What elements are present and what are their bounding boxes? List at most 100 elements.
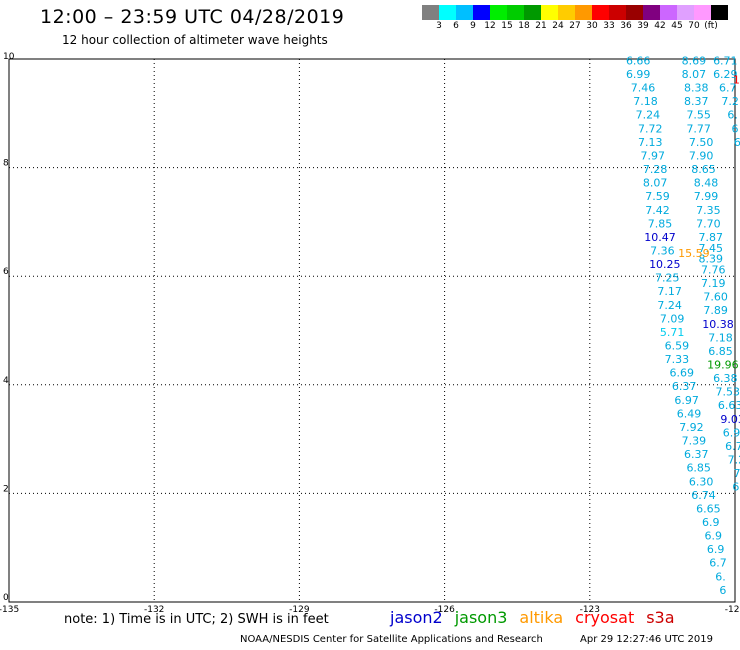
wave-height-label: 7.70 — [696, 217, 721, 230]
color-scale-label: 12 — [484, 21, 496, 31]
wave-height-label: 7.50 — [689, 136, 714, 149]
color-swatch — [609, 5, 626, 20]
wave-height-label: 10.47 — [644, 231, 676, 244]
wave-height-label: 7.85 — [648, 217, 673, 230]
color-scale-label: (ft) — [704, 21, 718, 31]
wave-height-label: 6.85 — [708, 345, 733, 358]
wave-height-label: 6.94 — [723, 426, 740, 439]
wave-height-label: 7.24 — [657, 299, 682, 312]
wave-height-label: 6.66 — [626, 54, 651, 67]
satellite-legend-item: jason2 — [390, 608, 443, 627]
wave-height-label: 7.19 — [701, 277, 726, 290]
wave-height-label: 15.59 — [678, 247, 710, 260]
color-swatch — [456, 5, 473, 20]
credit-line: NOAA/NESDIS Center for Satellite Applica… — [240, 634, 543, 645]
wave-height-label: 7.60 — [703, 291, 728, 304]
wave-height-label: 7.90 — [689, 149, 714, 162]
wave-height-label: 7.35 — [696, 204, 721, 217]
wave-height-label: 6.49 — [677, 407, 702, 420]
wave-height-label: 7.33 — [665, 353, 690, 366]
color-swatch — [694, 5, 711, 20]
color-scale-label: 30 — [586, 21, 598, 31]
map-title: 12:00 – 23:59 UTC 04/28/2019 — [40, 6, 345, 28]
wave-height-label: 6.54 — [732, 481, 740, 494]
satellite-legend: jason2 jason3 altika cryosat s3a — [390, 608, 687, 627]
wave-height-label: 7.09 — [660, 312, 685, 325]
color-swatch — [507, 5, 524, 20]
color-scale-label: 70 — [688, 21, 700, 31]
wave-height-label: 6.30 — [689, 475, 714, 488]
color-scale-label: 3 — [436, 21, 442, 31]
color-scale-label: 33 — [603, 21, 615, 31]
color-swatch — [626, 5, 643, 20]
wave-height-label: 7.97 — [640, 149, 665, 162]
wave-height-label: 6.59 — [665, 340, 690, 353]
satellite-legend-item: jason3 — [454, 608, 508, 627]
wave-height-label: 8.39 — [699, 253, 724, 266]
wave-height-label: 8.65 — [691, 163, 716, 176]
map-frame — [8, 58, 736, 603]
wave-height-label: 19.96 — [707, 359, 739, 372]
lat-tick-label: 6 — [3, 267, 9, 277]
wave-height-label: 7.87 — [699, 231, 724, 244]
lon-tick-label: -123 — [580, 605, 600, 615]
wave-height-label: 6. — [715, 570, 726, 583]
wave-height-label: 6.37 — [672, 380, 697, 393]
wave-height-label: 7.99 — [694, 190, 719, 203]
wave-height-label: 7.7 — [734, 467, 740, 480]
wave-height-label: 7.72 — [638, 122, 663, 135]
wave-height-label: 7.92 — [679, 421, 704, 434]
color-swatch — [473, 5, 490, 20]
wave-height-label: 8.38 — [684, 82, 709, 95]
color-swatch — [677, 5, 694, 20]
wave-height-label: 10.38 — [702, 318, 734, 331]
color-scale-label: 36 — [620, 21, 632, 31]
wave-height-label: 7.17 — [657, 285, 682, 298]
wave-height-label: 7.59 — [645, 190, 670, 203]
lon-tick-label: -120 — [725, 605, 740, 615]
color-scale-label: 24 — [552, 21, 564, 31]
wave-height-label: 7.39 — [682, 435, 707, 448]
wave-height-label: 6.7 — [719, 82, 737, 95]
lat-tick-label: 8 — [3, 159, 9, 169]
color-swatch — [711, 5, 728, 20]
wave-height-label: 7.76 — [701, 263, 726, 276]
wave-height-label: 6.99 — [626, 68, 651, 81]
wave-height-label: 8.69 — [682, 54, 707, 67]
wave-height-label: 6 — [719, 584, 726, 597]
color-scale-label: 45 — [671, 21, 683, 31]
color-scale-label: 27 — [569, 21, 581, 31]
generated-timestamp: Apr 29 12:27:46 UTC 2019 — [580, 634, 713, 645]
wave-height-label: 7.18 — [633, 95, 658, 108]
wave-height-label: 6.85 — [686, 462, 711, 475]
color-scale-label: 42 — [654, 21, 666, 31]
wave-height-label: 7.42 — [645, 204, 670, 217]
wave-height-label: 6.65 — [696, 502, 721, 515]
wave-height-label: 6.29 — [713, 68, 738, 81]
wave-height-label: 7.24 — [636, 109, 661, 122]
wave-height-label: 6.78 — [725, 440, 740, 453]
wave-height-label: 6.9 — [704, 530, 722, 543]
lat-tick-label: 10 — [3, 52, 15, 62]
color-swatch — [592, 5, 609, 20]
color-swatch — [439, 5, 456, 20]
satellite-legend-item: cryosat — [575, 608, 635, 627]
lon-tick-label: -135 — [0, 605, 19, 615]
observation-layer: 6.666.997.467.187.247.727.137.977.288.07… — [626, 54, 740, 596]
color-swatch — [422, 5, 439, 20]
wave-height-label: 6.9 — [702, 516, 720, 529]
color-scale-label: 6 — [453, 21, 459, 31]
wave-height-label: 8.07 — [682, 68, 707, 81]
wave-height-label: 9.03 — [720, 413, 740, 426]
lon-tick-label: -129 — [289, 605, 310, 615]
wave-height-label: 7.26 — [728, 454, 740, 467]
lon-tick-label: -132 — [144, 605, 164, 615]
wave-height-label: 7.89 — [703, 304, 728, 317]
color-swatch — [558, 5, 575, 20]
color-swatch — [490, 5, 507, 20]
lat-tick-label: 2 — [3, 484, 9, 494]
color-scale-label: 39 — [637, 21, 649, 31]
wave-height-label: 7.13 — [638, 136, 663, 149]
satellite-legend-item: s3a — [646, 608, 675, 627]
